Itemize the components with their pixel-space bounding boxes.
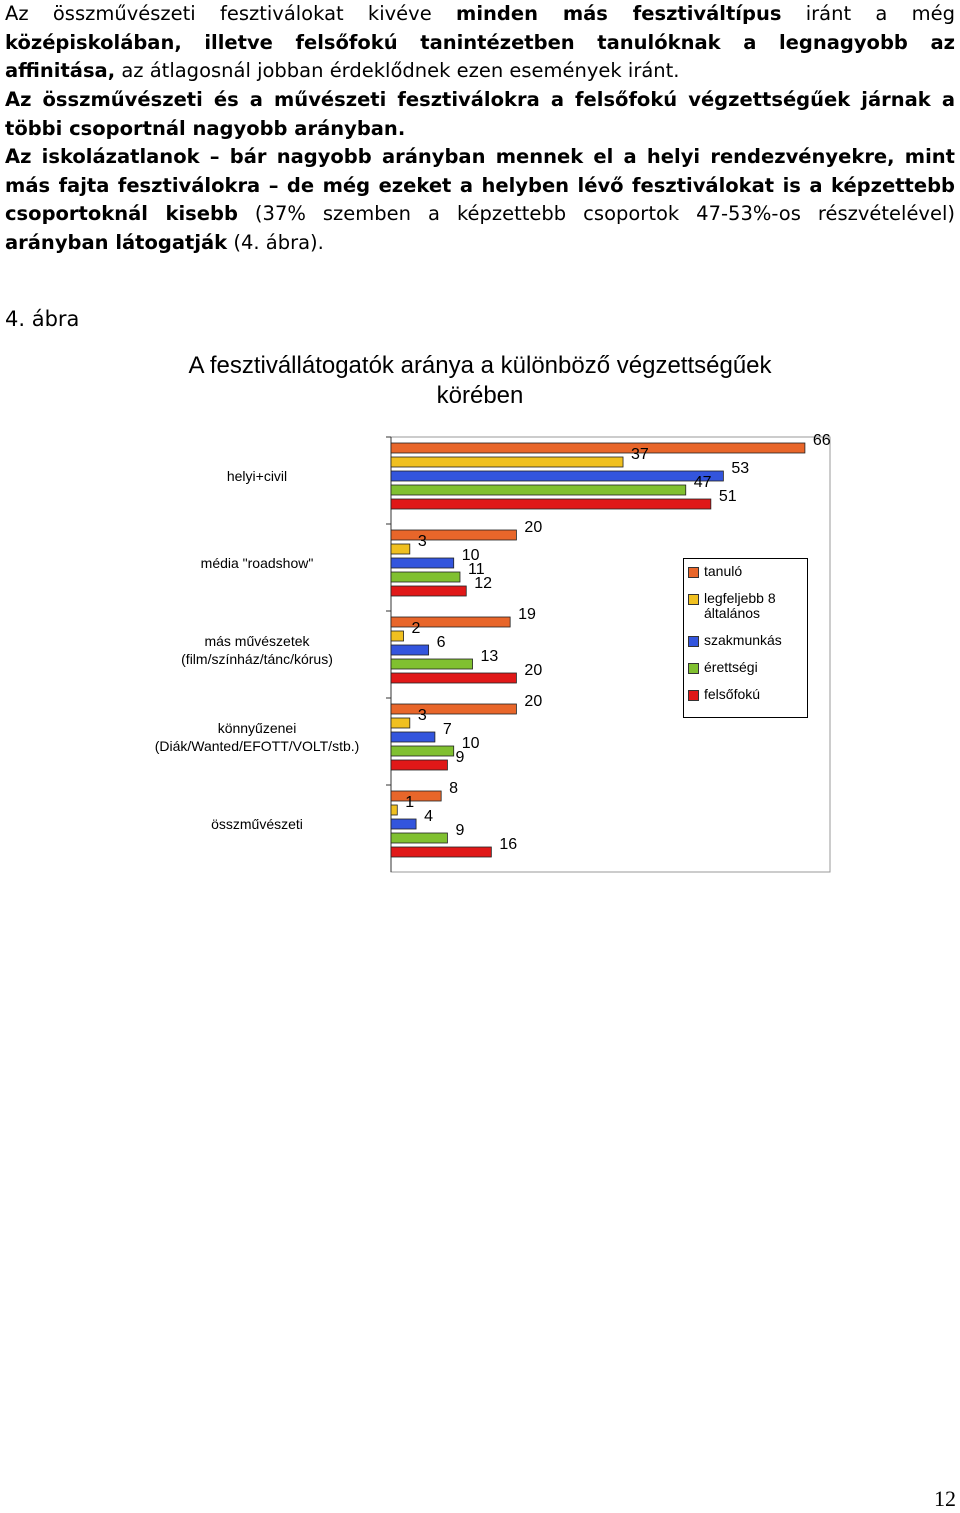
chart-title: A fesztivállátogatók aránya a különböző …	[188, 352, 772, 409]
value-label: 2	[412, 620, 421, 637]
bar	[390, 630, 404, 642]
text-run: Az összművészeti és a művészeti fesztivá…	[5, 88, 955, 140]
text-run: arányban látogatják	[5, 230, 228, 254]
value-label: 13	[481, 648, 499, 665]
bar	[390, 818, 417, 830]
legend-label: érettségi	[704, 659, 758, 675]
legend-swatch	[688, 567, 699, 578]
category-label: összművészeti	[211, 816, 303, 832]
text-run: (37% szemben a képzettebb csoportok 47-5…	[237, 202, 955, 225]
legend-entry: felsőfokú	[688, 687, 803, 702]
paragraph: Az összművészeti fesztiválokat kivéve mi…	[5, 0, 955, 86]
value-label: 4	[424, 808, 433, 825]
bar	[390, 557, 455, 569]
value-label: 10	[462, 735, 480, 752]
bar	[390, 470, 724, 482]
value-label: 16	[499, 836, 517, 853]
bar	[390, 644, 430, 656]
legend-entry: legfeljebb 8 általános	[688, 591, 803, 621]
bar	[390, 571, 461, 583]
bar	[390, 456, 624, 468]
paragraph: Az iskolázatlanok – bár nagyobb arányban…	[5, 143, 955, 257]
legend-label: szakmunkás	[704, 632, 782, 648]
value-label: 12	[474, 575, 492, 592]
legend-label: felsőfokú	[704, 686, 761, 702]
legend-label: tanuló	[704, 563, 743, 579]
category-label: könnyűzenei (Diák/Wanted/EFOTT/VOLT/stb.…	[154, 720, 360, 754]
value-label: 8	[449, 780, 458, 797]
text-run: középiskolában, illetve felsőfokú tanint…	[5, 30, 955, 83]
category-label: más művészetek (film/színház/tánc/kórus)	[181, 633, 333, 667]
text-run: (4. ábra).	[227, 230, 324, 254]
value-label: 3	[418, 707, 427, 724]
bar	[390, 790, 442, 802]
text-run: iránt a még	[781, 2, 955, 25]
bar	[390, 832, 448, 844]
bar	[390, 717, 411, 729]
bar	[390, 731, 436, 743]
value-label: 3	[418, 533, 427, 550]
page-number: 12	[934, 1486, 956, 1511]
bar	[390, 759, 448, 771]
value-label: 7	[443, 721, 452, 738]
value-label: 1	[405, 794, 414, 811]
text-run: minden más fesztiváltípus	[456, 2, 782, 25]
legend: tanuló legfeljebb 8 általános szakmunkás ér…	[683, 558, 808, 718]
value-label: 10	[462, 547, 480, 564]
value-label: 51	[719, 488, 737, 505]
value-label: 37	[631, 446, 649, 463]
bar	[390, 703, 517, 715]
category-label: helyi+civil	[226, 468, 288, 484]
bar	[390, 484, 687, 496]
legend-swatch	[688, 690, 699, 701]
text-run: Az iskolázatlanok – bár nagyobb arányban…	[5, 145, 955, 225]
bar	[390, 616, 511, 628]
value-label: 66	[813, 432, 831, 449]
bar	[390, 498, 712, 510]
legend-entry: érettségi	[688, 660, 803, 675]
value-label: 9	[455, 749, 464, 766]
value-label: 53	[731, 460, 749, 477]
value-label: 6	[437, 634, 446, 651]
bar	[390, 672, 517, 684]
bar	[390, 585, 467, 597]
bar	[390, 529, 517, 541]
text-run: az átlagosnál jobban érdeklődnek ezen es…	[115, 59, 680, 82]
bar	[390, 543, 411, 555]
bar	[390, 745, 455, 757]
bar	[390, 658, 473, 670]
text-run: Az összművészeti fesztiválokat kivéve	[5, 2, 456, 25]
value-label: 20	[524, 519, 542, 536]
legend-swatch	[688, 636, 699, 647]
value-label: 47	[694, 474, 712, 491]
legend-entry: szakmunkás	[688, 633, 803, 648]
legend-swatch	[688, 594, 699, 605]
legend-label: legfeljebb 8 általános	[704, 590, 776, 621]
value-label: 20	[524, 662, 542, 679]
legend-entry: tanuló	[688, 564, 803, 579]
legend-swatch	[688, 663, 699, 674]
paragraph: Az összművészeti és a művészeti fesztivá…	[5, 86, 955, 143]
value-label: 20	[524, 693, 542, 710]
bar	[390, 442, 806, 454]
figure-label: 4. ábra	[5, 307, 80, 331]
value-label: 19	[518, 606, 536, 623]
bar	[390, 846, 492, 858]
value-label: 11	[468, 561, 485, 578]
category-label: média "roadshow"	[200, 555, 314, 571]
value-label: 9	[455, 822, 464, 839]
bar	[390, 804, 398, 816]
